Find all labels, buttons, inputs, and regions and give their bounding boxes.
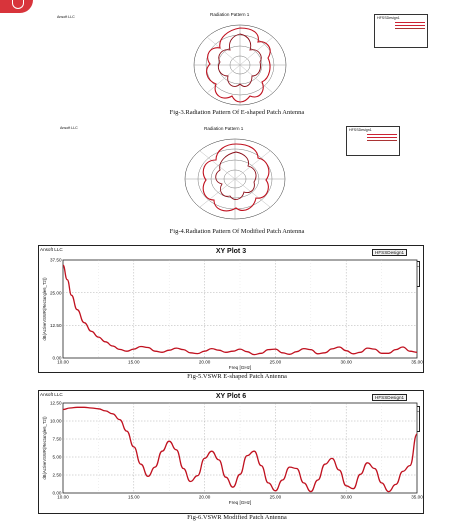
fig5-plot-title: XY Plot 3 (215, 248, 247, 255)
fig6-vswr-chart: 10.00 15.00 20.00 25.00 30.00 35.00 0.00 2.50 5.… (42, 401, 423, 505)
y-tick-label: 0.00 (53, 356, 62, 361)
series-line (62, 264, 418, 356)
y-tick-label: 0.00 (53, 491, 62, 496)
fig6-company-label: Ansoft LLC (40, 392, 63, 397)
x-axis-label: Freq [GHz] (229, 500, 251, 505)
y-tick-label: 10.00 (50, 419, 62, 424)
fig5-design-label: HFSSDesign1 (372, 249, 408, 256)
fig3-plot-title: Radiation Pattern 1 (210, 12, 250, 17)
fig3-design-label: HFSSDesign1 (377, 16, 400, 20)
y-tick-label: 37.50 (50, 258, 62, 263)
y-tick-label: 12.50 (50, 401, 62, 406)
x-tick-label: 30.00 (340, 495, 352, 500)
x-tick-label: 25.00 (270, 360, 282, 365)
figure-6: Ansoft LLC XY Plot 6 HFSSDesign1 Curve I… (38, 390, 424, 514)
fig3-company-label: Ansoft LLC (57, 15, 75, 19)
x-tick-label: 10.00 (57, 360, 69, 365)
fig4-plot-title: Radiation Pattern 1 (204, 126, 244, 131)
fig6-plot-title: XY Plot 6 (215, 393, 247, 400)
fig5-company-label: Ansoft LLC (40, 247, 63, 252)
fig3-design-box: HFSSDesign1 (374, 14, 428, 48)
fig4-design-box: HFSSDesign1 (346, 126, 400, 156)
x-axis-label: Freq [GHz] (229, 365, 251, 370)
y-axis-label: dB(ActiveVSWR(Rectangle6_T2)) (42, 277, 47, 341)
journal-logo (0, 0, 33, 13)
y-axis-label: dB(ActiveVSWR(Rectangle6_T2)) (42, 416, 47, 480)
fig4-design-label: HFSSDesign1 (349, 128, 372, 132)
y-tick-label: 5.00 (53, 455, 62, 460)
x-tick-label: 25.00 (270, 495, 282, 500)
fig4-polar-plot (184, 138, 286, 220)
figure-4: Ansoft LLC Radiation Pattern 1 HFSSDesig… (40, 124, 434, 226)
x-tick-label: 35.00 (411, 495, 423, 500)
series-line (62, 406, 418, 493)
x-tick-label: 35.00 (411, 360, 423, 365)
fig6-caption: Fig-6.VSWR Modified Patch Antenna (187, 514, 287, 521)
figure-5: Ansoft LLC XY Plot 3 HFSSDesign1 Curve I… (38, 245, 424, 373)
y-tick-label: 25.00 (50, 290, 62, 295)
fig3-polar-plot (193, 24, 287, 106)
fig4-company-label: Ansoft LLC (60, 126, 78, 130)
y-tick-label: 12.50 (50, 323, 62, 328)
fig4-caption: Fig-4.Radiation Pattern Of Modified Patc… (169, 228, 305, 235)
fig5-caption: Fig-5.VSWR E-shaped Patch Antenna (187, 373, 287, 380)
fig3-caption: Fig-3.Radiation Pattern Of E-shaped Patc… (169, 109, 305, 116)
x-tick-label: 20.00 (199, 360, 211, 365)
x-tick-label: 15.00 (128, 360, 140, 365)
x-tick-label: 20.00 (199, 495, 211, 500)
figure-3: Ansoft LLC Radiation Pattern 1 HFSSDesig… (40, 8, 434, 110)
fig6-design-label: HFSSDesign1 (372, 394, 408, 401)
x-tick-label: 10.00 (57, 495, 69, 500)
fig5-vswr-chart: 10.00 15.00 20.00 25.00 30.00 35.00 0.00 12.50 2… (42, 258, 423, 370)
x-tick-label: 15.00 (128, 495, 140, 500)
y-tick-label: 2.50 (53, 473, 62, 478)
x-tick-label: 30.00 (340, 360, 352, 365)
y-tick-label: 7.50 (53, 437, 62, 442)
